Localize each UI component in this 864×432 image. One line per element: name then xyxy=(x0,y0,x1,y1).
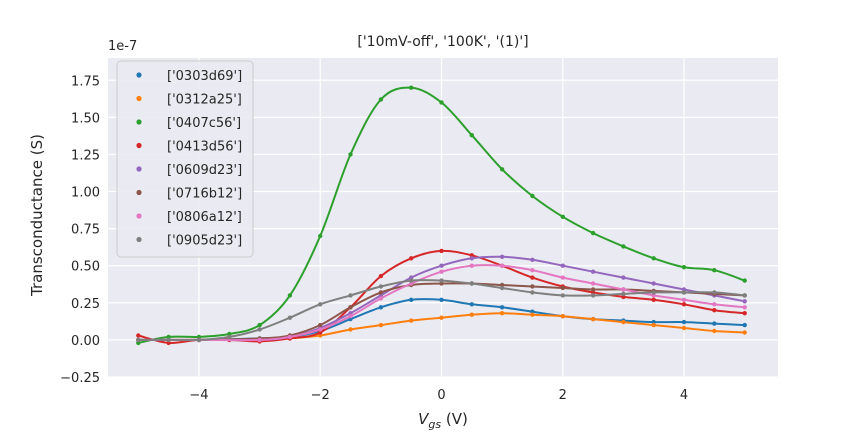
legend-label: ['0312a25'] xyxy=(167,93,242,108)
y-axis-label: Transconductance (S) xyxy=(28,134,46,297)
x-axis-label-sub: gs xyxy=(428,418,441,431)
x-tick-label: 4 xyxy=(680,388,688,403)
series-7 xyxy=(136,278,747,343)
x-tick-label: −4 xyxy=(189,388,208,403)
y-tick-label: 0.00 xyxy=(71,334,100,349)
legend-marker xyxy=(136,72,142,78)
y-tick-label: 1.00 xyxy=(71,186,100,201)
trend-line xyxy=(138,264,745,342)
legend-marker xyxy=(136,119,142,125)
x-axis-label-unit-text: (V) xyxy=(446,410,468,428)
chart-title: ['10mV-off', '100K', '(1)'] xyxy=(357,34,528,50)
y-tick-label: −0.25 xyxy=(60,371,100,386)
legend-label: ['0407c56'] xyxy=(167,116,241,131)
legend: ['0303d69'] ['0312a25'] ['0407c56'] ['0413d… xyxy=(116,60,254,258)
legend-marker xyxy=(136,166,142,172)
y-tick-label: 0.50 xyxy=(71,260,100,275)
grid-lines xyxy=(108,58,778,378)
y-tick-label: 1.25 xyxy=(71,148,100,163)
legend-label: ['0905d23'] xyxy=(167,234,242,249)
legend-marker xyxy=(136,142,142,149)
legend-marker xyxy=(136,213,142,219)
y-tick-label: 0.75 xyxy=(71,223,100,238)
legend-marker xyxy=(136,189,142,196)
trend-line xyxy=(138,279,745,342)
legend-label: ['0806a12'] xyxy=(167,210,242,225)
x-axis-label: Vgs (V) xyxy=(418,410,468,431)
legend-label: ['0609d23'] xyxy=(167,163,242,178)
x-axis-label-main: V xyxy=(418,410,430,428)
tick-labels: −4 −2 0 2 4 −0.25 0.00 0.25 0.50 0.75 1.00 1.25 1.50… xyxy=(60,74,688,403)
trend-line xyxy=(138,86,746,344)
legend-label: ['0716b12'] xyxy=(167,187,242,202)
y-tick-label: 1.50 xyxy=(71,111,100,126)
legend-frame xyxy=(116,60,254,258)
legend-label: ['0303d69'] xyxy=(167,69,242,84)
y-tick-label: 0.25 xyxy=(71,297,100,312)
series-layer xyxy=(136,85,747,346)
x-tick-label: 0 xyxy=(437,388,445,403)
legend-marker xyxy=(136,95,142,102)
series-2 xyxy=(136,85,747,346)
y-tick-label: 1.75 xyxy=(71,74,100,89)
legend-label: ['0413d56'] xyxy=(167,140,242,155)
legend-marker xyxy=(136,236,142,243)
x-tick-label: −2 xyxy=(311,388,330,403)
y-scale-label: 1e-7 xyxy=(108,39,137,54)
x-tick-label: 2 xyxy=(559,388,567,403)
